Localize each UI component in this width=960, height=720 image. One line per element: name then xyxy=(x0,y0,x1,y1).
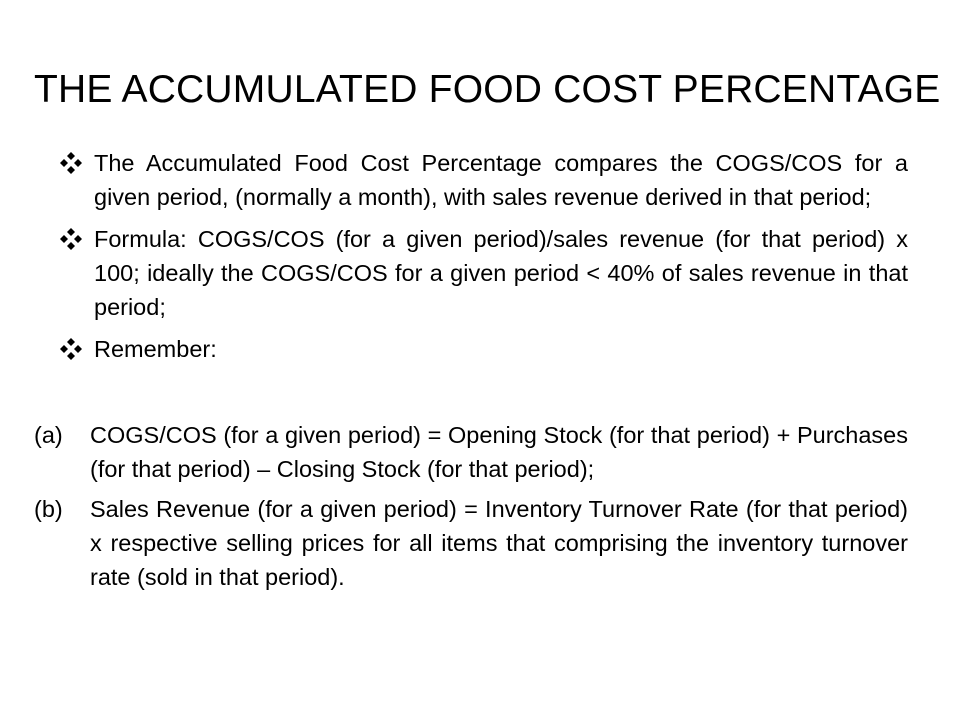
bullet-text: Remember: xyxy=(94,336,217,362)
numbered-item-b: (b) Sales Revenue (for a given period) =… xyxy=(34,492,908,594)
bullet-text: Formula: COGS/COS (for a given period)/s… xyxy=(94,226,908,320)
numbered-item-a: (a) COGS/COS (for a given period) = Open… xyxy=(34,418,908,486)
bullet-item: The Accumulated Food Cost Percentage com… xyxy=(60,146,908,214)
bullet-item: Remember: xyxy=(60,332,908,366)
item-text: COGS/COS (for a given period) = Opening … xyxy=(90,422,908,482)
item-label: (a) xyxy=(34,422,63,448)
numbered-list: (a) COGS/COS (for a given period) = Open… xyxy=(34,418,908,600)
bullet-text: The Accumulated Food Cost Percentage com… xyxy=(94,150,908,210)
item-label: (b) xyxy=(34,496,63,522)
slide-title: THE ACCUMULATED FOOD COST PERCENTAGE xyxy=(34,68,941,111)
four-diamond-bullet-icon xyxy=(60,152,82,174)
four-diamond-bullet-icon xyxy=(60,228,82,250)
item-text: Sales Revenue (for a given period) = Inv… xyxy=(90,496,908,590)
four-diamond-bullet-icon xyxy=(60,338,82,360)
bullet-item: Formula: COGS/COS (for a given period)/s… xyxy=(60,222,908,324)
slide-body: The Accumulated Food Cost Percentage com… xyxy=(60,146,908,372)
